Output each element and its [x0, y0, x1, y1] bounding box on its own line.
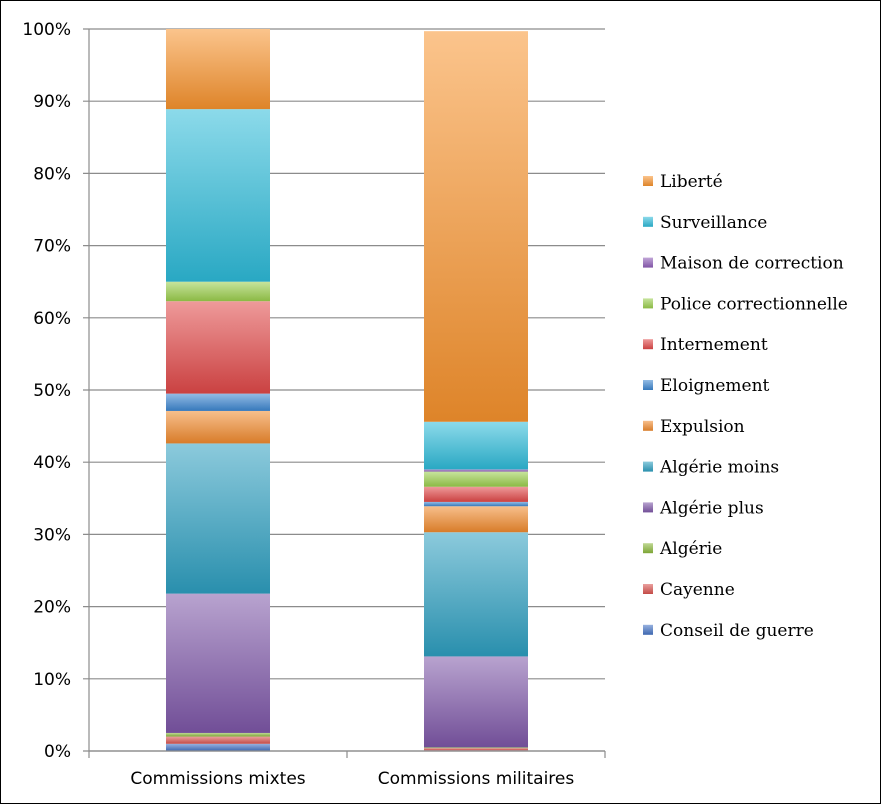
bar-segment-liberte — [424, 31, 528, 422]
legend-label-internement: Internement — [660, 335, 768, 355]
legend-label-maison-de-correction: Maison de correction — [660, 254, 844, 274]
legend-label-liberte: Liberté — [660, 172, 723, 192]
legend-swatch-algerie — [643, 543, 653, 554]
bar-segment-cayenne — [166, 736, 270, 744]
bar-segment-algerie-plus — [166, 593, 270, 733]
y-tick-label: 50% — [33, 381, 71, 401]
legend-swatch-surveillance — [643, 216, 653, 227]
bars — [166, 29, 528, 751]
bar-segment-eloignement — [166, 393, 270, 411]
legend-label-algerie-plus: Algérie plus — [659, 498, 764, 518]
y-tick-label: 70% — [33, 237, 71, 257]
legend-label-conseil-de-guerre: Conseil de guerre — [660, 621, 814, 641]
legend-swatch-conseil-de-guerre — [643, 624, 653, 635]
y-tick-label: 30% — [33, 525, 71, 545]
x-category-label: Commissions militaires — [378, 769, 575, 789]
y-axis-tick-labels: 0% 10% 20% 30% 40% 50% 60% 70% 80% 90% 100% — [22, 20, 71, 762]
bar-segment-internement — [166, 301, 270, 394]
bar-segment-police-correctionnelle — [424, 471, 528, 487]
bar-segment-internement — [424, 486, 528, 502]
bar-segment-police-correctionnelle — [166, 281, 270, 302]
legend-swatch-expulsion — [643, 420, 653, 431]
y-tick-label: 100% — [22, 20, 71, 40]
y-tick-label: 40% — [33, 453, 71, 473]
bar-segment-surveillance — [424, 421, 528, 470]
legend-label-surveillance: Surveillance — [660, 213, 767, 233]
axes — [88, 29, 606, 758]
y-tick-label: 60% — [33, 309, 71, 329]
y-tick-label: 80% — [33, 164, 71, 184]
legend-swatch-algerie-moins — [643, 461, 653, 472]
bar-segment-surveillance — [166, 109, 270, 282]
bar-segment-algerie — [166, 732, 270, 737]
legend-label-police-correctionnelle: Police correctionnelle — [660, 294, 848, 314]
legend-label-cayenne: Cayenne — [660, 580, 735, 600]
bar-segment-conseil-de-guerre — [166, 743, 270, 751]
x-category-label: Commissions mixtes — [130, 769, 305, 789]
y-tick-label: 10% — [33, 670, 71, 690]
legend-swatch-internement — [643, 339, 653, 350]
y-tick-label: 90% — [33, 92, 71, 112]
legend-label-expulsion: Expulsion — [660, 417, 745, 437]
legend-swatch-eloignement — [643, 380, 653, 390]
legend-label-algerie-moins: Algérie moins — [659, 458, 779, 478]
legend-swatch-maison-de-correction — [643, 257, 653, 268]
bar-segment-liberte — [166, 29, 270, 110]
bar-segment-algerie-plus — [424, 656, 528, 748]
legend-label-eloignement: Eloignement — [660, 376, 770, 396]
legend-swatch-cayenne — [643, 584, 653, 594]
bar-segment-expulsion — [166, 410, 270, 444]
x-axis-category-labels: Commissions mixtes Commissions militaires — [130, 769, 574, 789]
y-tick-label: 0% — [44, 742, 71, 762]
bar-segment-expulsion — [424, 506, 528, 533]
bar-segment-algerie-moins — [166, 443, 270, 594]
bar-segment-maison-de-correction — [424, 469, 528, 472]
legend-swatch-police-correctionnelle — [643, 298, 653, 309]
legend-swatch-liberte — [643, 176, 653, 186]
bar-segment-cayenne — [424, 748, 528, 751]
legend: Liberté Surveillance Maison de correction P… — [643, 172, 848, 641]
y-tick-label: 20% — [33, 598, 71, 618]
bar-segment-algerie — [424, 747, 528, 749]
legend-swatch-algerie-plus — [643, 502, 653, 513]
bar-segment-eloignement — [424, 501, 528, 507]
legend-label-algerie: Algérie — [659, 539, 722, 559]
bar-segment-algerie-moins — [424, 532, 528, 657]
